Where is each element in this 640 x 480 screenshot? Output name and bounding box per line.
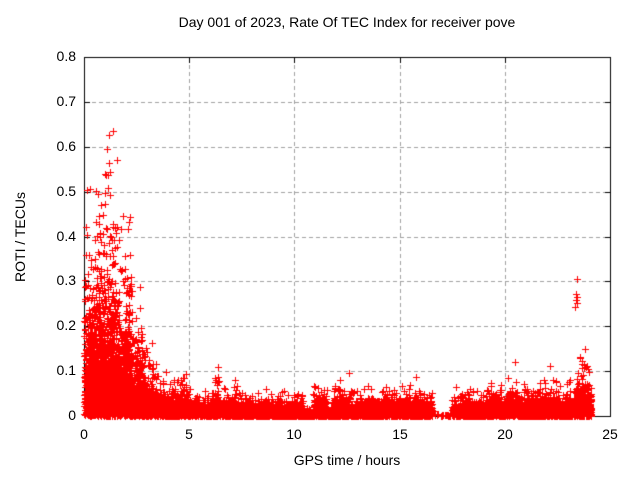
- x-tick-label: 15: [392, 426, 408, 442]
- x-tick-label: 0: [80, 426, 88, 442]
- x-tick-label: 25: [602, 426, 618, 442]
- y-tick-label: 0.2: [56, 317, 76, 333]
- y-tick-label: 0.5: [56, 183, 76, 199]
- chart-title: Day 001 of 2023, Rate Of TEC Index for r…: [178, 14, 516, 30]
- x-tick-label: 5: [185, 426, 193, 442]
- y-tick-label: 0.8: [56, 48, 76, 64]
- x-tick-label: 20: [497, 426, 513, 442]
- x-tick-label: 10: [286, 426, 302, 442]
- y-tick-label: 0.4: [56, 228, 76, 244]
- y-tick-label: 0.7: [56, 93, 76, 109]
- x-axis-label: GPS time / hours: [293, 452, 401, 468]
- y-tick-label: 0.6: [56, 138, 76, 154]
- y-tick-label: 0.1: [56, 362, 76, 378]
- y-tick-label: 0.3: [56, 272, 76, 288]
- y-tick-label: 0: [68, 407, 76, 423]
